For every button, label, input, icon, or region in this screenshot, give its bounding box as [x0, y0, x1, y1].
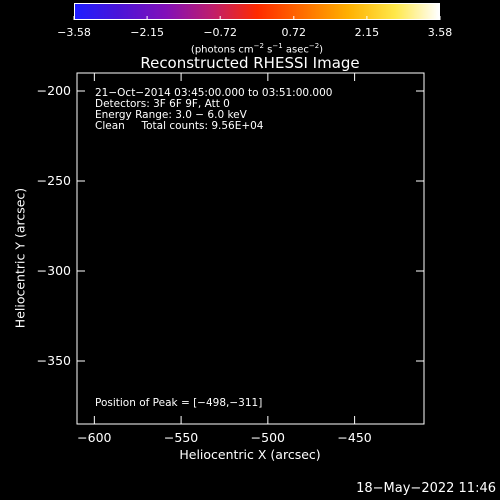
peak-position-label: Position of Peak = [−498,−311] — [95, 397, 263, 409]
y-tick-label: −300 — [36, 263, 71, 278]
annotation-energy-range: Energy Range: 3.0 − 6.0 keV — [95, 109, 247, 121]
x-axis-title: Heliocentric X (arcsec) — [179, 447, 321, 462]
annotation-time-range: 21−Oct−2014 03:45:00.000 to 03:51:00.000 — [95, 87, 333, 99]
annotation-total-counts: Clean Total counts: 9.56E+04 — [95, 120, 264, 132]
annotation-detectors: Detectors: 3F 6F 9F, Att 0 — [95, 98, 230, 110]
y-tick-label: −200 — [36, 83, 71, 98]
colorbar-tick-label: −0.72 — [203, 26, 238, 39]
plot-frame — [76, 72, 425, 425]
colorbar-ticks — [73, 16, 441, 20]
x-tick-label: −600 — [77, 430, 112, 445]
colorbar-units: (photons cm−2 s−1 asec−2) — [190, 42, 324, 56]
annotation-block: 21−Oct−2014 03:45:00.000 to 03:51:00.000… — [95, 88, 332, 132]
y-tick-label: −350 — [36, 353, 71, 368]
colorbar-tick-label: −3.58 — [57, 26, 91, 39]
y-axis-title: Heliocentric Y (arcsec) — [12, 187, 28, 329]
chart-title: Reconstructed RHESSI Image — [140, 54, 360, 72]
x-tick-label: −450 — [337, 430, 372, 445]
colorbar-tick-label: 0.72 — [281, 26, 307, 39]
footer-timestamp: 18−May−2022 11:46 — [356, 481, 496, 496]
rhessi-image — [77, 73, 424, 424]
x-tick-label: −550 — [163, 430, 199, 445]
colorbar-tick-label: 2.15 — [354, 26, 380, 39]
y-tick-label: −250 — [36, 173, 71, 188]
colorbar-tick-label: −2.15 — [130, 26, 164, 39]
x-tick-label: −500 — [250, 430, 286, 445]
colorbar-tick-label: 3.58 — [427, 26, 453, 39]
colorbar — [74, 3, 440, 20]
